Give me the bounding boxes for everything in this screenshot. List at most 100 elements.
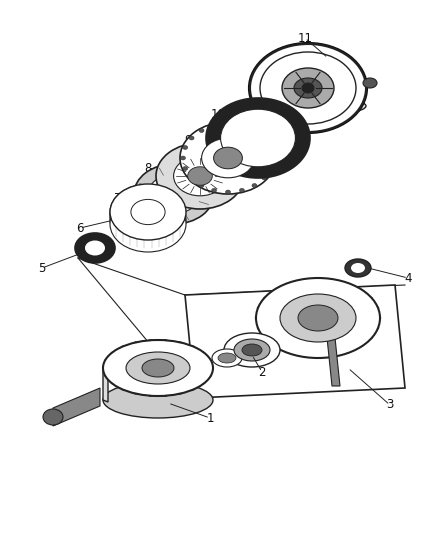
Ellipse shape (257, 306, 263, 310)
Ellipse shape (300, 353, 305, 357)
Ellipse shape (200, 352, 205, 355)
Text: 7: 7 (114, 191, 122, 205)
Ellipse shape (283, 50, 289, 54)
Ellipse shape (200, 381, 205, 384)
Ellipse shape (142, 359, 174, 377)
Ellipse shape (105, 359, 110, 362)
Ellipse shape (345, 283, 351, 287)
Ellipse shape (252, 183, 257, 188)
Ellipse shape (256, 278, 380, 358)
Ellipse shape (352, 103, 358, 108)
Ellipse shape (305, 125, 311, 131)
Ellipse shape (206, 359, 212, 362)
Ellipse shape (183, 166, 188, 171)
Text: 9: 9 (184, 133, 192, 147)
Ellipse shape (317, 125, 322, 130)
Ellipse shape (252, 128, 257, 133)
Ellipse shape (331, 353, 336, 357)
Ellipse shape (121, 386, 126, 390)
Ellipse shape (111, 381, 116, 384)
Ellipse shape (337, 54, 343, 59)
Ellipse shape (126, 352, 190, 384)
Ellipse shape (234, 339, 270, 361)
Ellipse shape (250, 44, 366, 132)
Ellipse shape (190, 346, 195, 350)
Ellipse shape (317, 46, 322, 52)
Ellipse shape (226, 122, 230, 126)
Ellipse shape (345, 349, 351, 353)
Ellipse shape (131, 199, 165, 224)
Ellipse shape (212, 188, 217, 192)
Ellipse shape (199, 183, 204, 188)
Ellipse shape (373, 326, 379, 330)
Ellipse shape (282, 68, 334, 108)
Ellipse shape (156, 143, 244, 209)
Ellipse shape (148, 393, 153, 397)
Ellipse shape (177, 391, 183, 394)
Ellipse shape (293, 125, 300, 130)
Ellipse shape (375, 316, 381, 320)
Ellipse shape (214, 147, 242, 169)
Ellipse shape (111, 352, 116, 355)
Ellipse shape (254, 77, 260, 82)
Ellipse shape (134, 164, 214, 224)
Ellipse shape (206, 374, 212, 377)
Ellipse shape (328, 122, 334, 126)
Ellipse shape (263, 297, 269, 301)
Ellipse shape (163, 393, 168, 397)
Ellipse shape (110, 188, 186, 244)
Ellipse shape (352, 68, 358, 73)
Ellipse shape (224, 333, 280, 367)
Ellipse shape (363, 78, 377, 88)
Ellipse shape (294, 78, 322, 98)
Ellipse shape (110, 184, 186, 240)
Ellipse shape (315, 354, 321, 358)
Ellipse shape (226, 190, 230, 194)
Ellipse shape (221, 109, 296, 167)
Ellipse shape (258, 103, 264, 108)
Ellipse shape (265, 61, 270, 66)
Ellipse shape (253, 85, 259, 91)
Ellipse shape (305, 45, 311, 51)
Ellipse shape (356, 94, 362, 99)
Ellipse shape (272, 117, 279, 122)
Ellipse shape (280, 294, 356, 342)
Text: 1: 1 (206, 411, 214, 424)
Ellipse shape (102, 366, 107, 370)
Ellipse shape (357, 85, 363, 91)
Ellipse shape (328, 50, 334, 54)
Ellipse shape (272, 54, 279, 59)
Ellipse shape (272, 343, 279, 347)
Polygon shape (185, 285, 405, 398)
Ellipse shape (199, 128, 204, 133)
Ellipse shape (250, 96, 366, 116)
Ellipse shape (189, 136, 194, 140)
Ellipse shape (345, 259, 371, 277)
Ellipse shape (183, 146, 188, 149)
Ellipse shape (373, 306, 379, 310)
Ellipse shape (177, 342, 183, 345)
Ellipse shape (240, 188, 244, 192)
Ellipse shape (180, 122, 276, 194)
Ellipse shape (293, 46, 300, 52)
Ellipse shape (187, 167, 212, 185)
Ellipse shape (201, 138, 254, 178)
Ellipse shape (85, 240, 105, 255)
Ellipse shape (103, 340, 213, 396)
Ellipse shape (262, 136, 267, 140)
Ellipse shape (212, 124, 217, 128)
Ellipse shape (337, 117, 343, 122)
Text: 11: 11 (297, 31, 312, 44)
Text: 6: 6 (76, 222, 84, 235)
Ellipse shape (103, 382, 213, 418)
Text: 4: 4 (404, 271, 412, 285)
Ellipse shape (260, 52, 356, 124)
Ellipse shape (271, 156, 276, 160)
Ellipse shape (346, 110, 352, 116)
Ellipse shape (357, 343, 364, 347)
Ellipse shape (268, 166, 273, 171)
Ellipse shape (257, 326, 263, 330)
Ellipse shape (263, 335, 269, 339)
Ellipse shape (105, 374, 110, 377)
Ellipse shape (110, 184, 186, 240)
